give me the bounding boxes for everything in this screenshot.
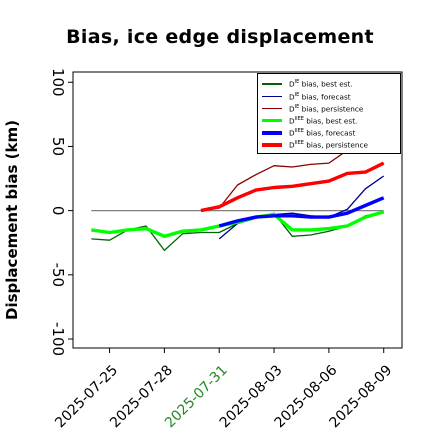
legend-swatch <box>262 143 282 147</box>
legend-item: DIE bias, forecast <box>262 90 400 102</box>
plot-frame <box>72 71 403 349</box>
series-line-0 <box>91 211 384 252</box>
legend-item: DIIEE bias, persistence <box>262 139 400 151</box>
legend-swatch <box>262 131 282 135</box>
y-tick-label: 0 <box>49 206 67 216</box>
legend-label: DIE bias, best est. <box>289 79 353 89</box>
series-line-5 <box>200 161 385 213</box>
legend-label: DIE bias, persistence <box>289 103 364 114</box>
legend: DIE bias, best est. DIE bias, forecast DIE… <box>257 73 401 154</box>
legend-swatch <box>262 118 282 123</box>
legend-item: DIE bias, best est. <box>262 78 400 90</box>
series-line-2 <box>200 149 348 212</box>
y-tick-label: -100 <box>49 322 67 356</box>
legend-swatch <box>262 95 282 97</box>
chart-title: Bias, ice edge displacement <box>66 26 374 48</box>
legend-label: DIE bias, forecast <box>289 91 351 101</box>
legend-item: DIIEE bias, best est. <box>262 115 400 127</box>
legend-item: DIIEE bias, forecast <box>262 127 400 139</box>
series-line-4 <box>218 196 385 228</box>
legend-label: DIIEE bias, best est. <box>289 115 358 126</box>
legend-label: DIIEE bias, forecast <box>289 128 356 138</box>
legend-label: DIIEE bias, persistence <box>289 140 369 150</box>
y-tick-label: 100 <box>49 68 67 97</box>
legend-swatch <box>262 107 282 110</box>
legend-item: DIE bias, persistence <box>262 102 400 114</box>
y-tick-label: 50 <box>49 137 67 156</box>
y-tick-label: -50 <box>49 263 67 288</box>
legend-swatch <box>262 83 282 85</box>
